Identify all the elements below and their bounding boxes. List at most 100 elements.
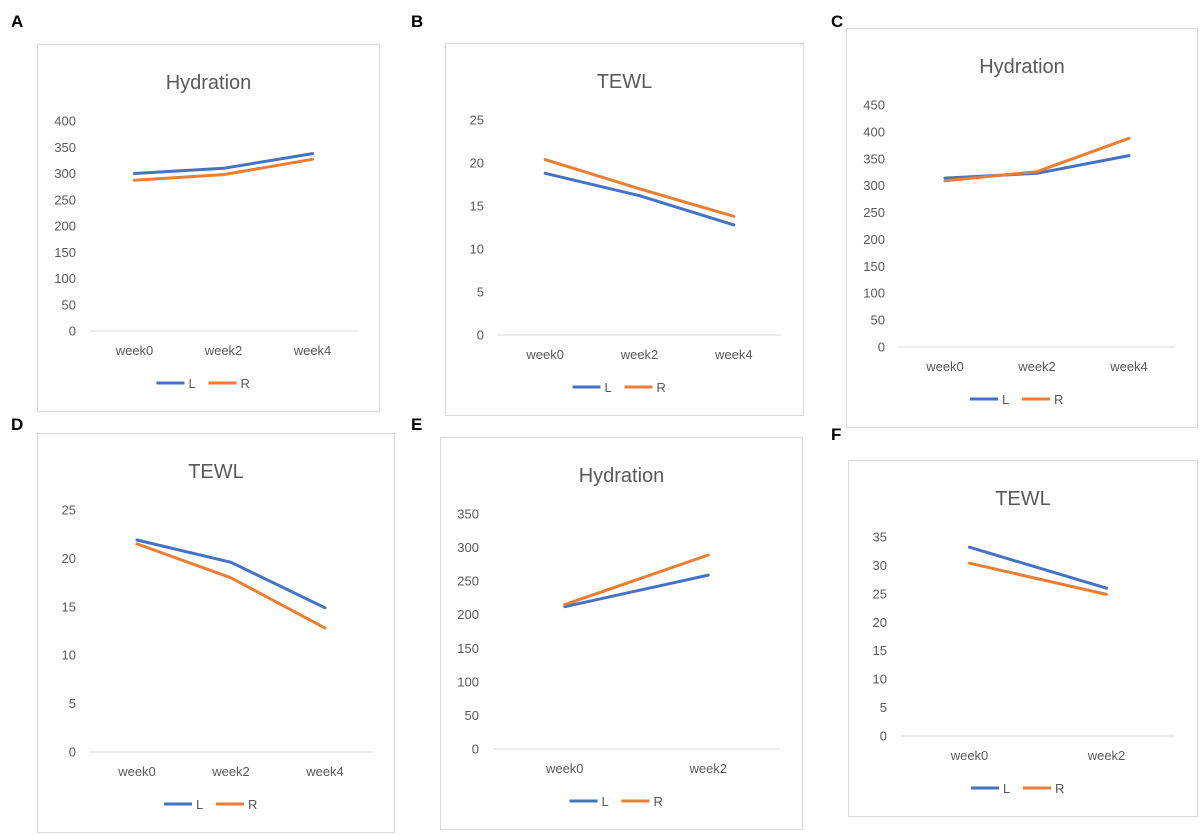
y-tick-label: 250 (54, 192, 76, 207)
x-tick-label: week0 (115, 343, 154, 358)
y-tick-label: 250 (863, 205, 885, 220)
x-tick-label: week4 (714, 347, 753, 362)
legend-label-R: R (654, 794, 663, 809)
x-tick-label: week2 (688, 761, 727, 776)
y-tick-label: 50 (871, 313, 885, 328)
panel-label-a: A (11, 12, 24, 31)
y-tick-label: 350 (863, 151, 885, 166)
legend-label-L: L (1002, 392, 1009, 407)
legend-label-R: R (1055, 781, 1064, 796)
legend-label-R: R (657, 380, 666, 395)
x-tick-label: week0 (925, 359, 964, 374)
legend-label-L: L (196, 797, 203, 812)
y-tick-label: 50 (465, 708, 479, 723)
y-tick-label: 100 (54, 271, 76, 286)
y-tick-label: 350 (457, 507, 479, 522)
x-tick-label: week4 (1109, 359, 1148, 374)
y-tick-label: 15 (62, 599, 76, 614)
y-tick-label: 10 (873, 672, 887, 687)
y-tick-label: 20 (873, 615, 887, 630)
y-tick-label: 25 (873, 586, 887, 601)
y-tick-label: 15 (470, 199, 484, 214)
chart-a: Hydration 0 50 100 150 200 250 300 350 400 week0 we… (37, 44, 380, 412)
panel-label-b: B (411, 12, 424, 31)
y-tick-label: 20 (470, 156, 484, 171)
series-line-R (968, 561, 1108, 596)
x-tick-label: week4 (305, 764, 344, 779)
y-tick-label: 0 (878, 340, 885, 355)
x-tick-label: week0 (545, 761, 584, 776)
x-tick-label: week0 (525, 347, 564, 362)
y-tick-label: 35 (873, 530, 887, 545)
y-tick-label: 300 (457, 540, 479, 555)
y-tick-label: 30 (873, 558, 887, 573)
chart-title: Hydration (979, 56, 1065, 78)
legend-label-L: L (1003, 781, 1010, 796)
x-tick-label: week4 (293, 343, 332, 358)
chart-svg: TEWL 0 5 10 15 20 25 week0 week2 week4 L R (62, 461, 372, 812)
series-line-R (133, 157, 314, 182)
chart-title: TEWL (597, 71, 653, 93)
y-tick-label: 10 (470, 242, 484, 257)
x-tick-label: week0 (950, 748, 989, 763)
y-tick-label: 5 (477, 285, 484, 300)
y-tick-label: 150 (863, 259, 885, 274)
y-tick-label: 0 (69, 745, 76, 760)
y-tick-label: 5 (880, 700, 887, 715)
x-tick-label: week2 (1017, 359, 1056, 374)
y-tick-label: 200 (863, 232, 885, 247)
chart-b: TEWL 0 5 10 15 20 25 week0 week2 week4 L R (445, 43, 804, 416)
y-tick-label: 150 (457, 641, 479, 656)
series-line-L (943, 154, 1131, 180)
chart-title: Hydration (579, 465, 665, 487)
y-tick-label: 300 (54, 166, 76, 181)
x-tick-label: week2 (620, 347, 659, 362)
legend-label-R: R (241, 376, 250, 391)
panel-label-c: C (831, 12, 844, 31)
chart-svg: TEWL 0 5 10 15 20 25 30 35 week0 week2 L R (873, 488, 1175, 796)
panel-label-d: D (11, 415, 24, 434)
y-tick-label: 0 (477, 328, 484, 343)
y-tick-label: 50 (62, 297, 76, 312)
y-tick-label: 350 (54, 140, 76, 155)
y-tick-label: 200 (54, 219, 76, 234)
y-tick-label: 100 (863, 286, 885, 301)
chart-svg: TEWL 0 5 10 15 20 25 week0 week2 week4 L R (470, 71, 781, 395)
x-tick-label: week2 (204, 343, 243, 358)
series-line-L (543, 171, 736, 227)
legend-label-R: R (1054, 392, 1063, 407)
series-line-L (135, 538, 327, 610)
series-line-L (563, 573, 710, 609)
chart-d: TEWL 0 5 10 15 20 25 week0 week2 week4 L R (37, 433, 395, 833)
legend-label-L: L (602, 794, 609, 809)
y-tick-label: 5 (69, 696, 76, 711)
x-tick-label: week0 (117, 764, 156, 779)
legend-label-R: R (248, 797, 257, 812)
series-line-L (133, 152, 314, 175)
legend-label-L: L (605, 380, 612, 395)
y-tick-label: 450 (863, 98, 885, 113)
chart-title: Hydration (166, 72, 252, 94)
y-tick-label: 150 (54, 245, 76, 260)
y-tick-label: 20 (62, 551, 76, 566)
chart-svg: Hydration 0 50 100 150 200 250 300 350 400 week0 we… (54, 72, 357, 391)
y-tick-label: 200 (457, 607, 479, 622)
panel-label-e: E (411, 415, 423, 434)
y-tick-label: 0 (472, 742, 479, 757)
y-tick-label: 400 (54, 114, 76, 129)
x-tick-label: week2 (1087, 748, 1126, 763)
chart-title: TEWL (188, 461, 244, 483)
y-tick-label: 100 (457, 674, 479, 689)
panel-label-f: F (831, 425, 842, 444)
chart-e: Hydration 0 50 100 150 200 250 300 350 week0 week2… (440, 437, 803, 830)
y-tick-label: 300 (863, 178, 885, 193)
y-tick-label: 25 (470, 113, 484, 128)
series-line-R (543, 158, 736, 218)
y-tick-label: 250 (457, 574, 479, 589)
y-tick-label: 10 (62, 648, 76, 663)
y-tick-label: 400 (863, 124, 885, 139)
chart-c: Hydration 0 50 100 150 200 250 300 350 400 450 week… (846, 28, 1198, 428)
y-tick-label: 25 (62, 503, 76, 518)
y-tick-label: 15 (873, 643, 887, 658)
series-line-R (563, 553, 710, 607)
